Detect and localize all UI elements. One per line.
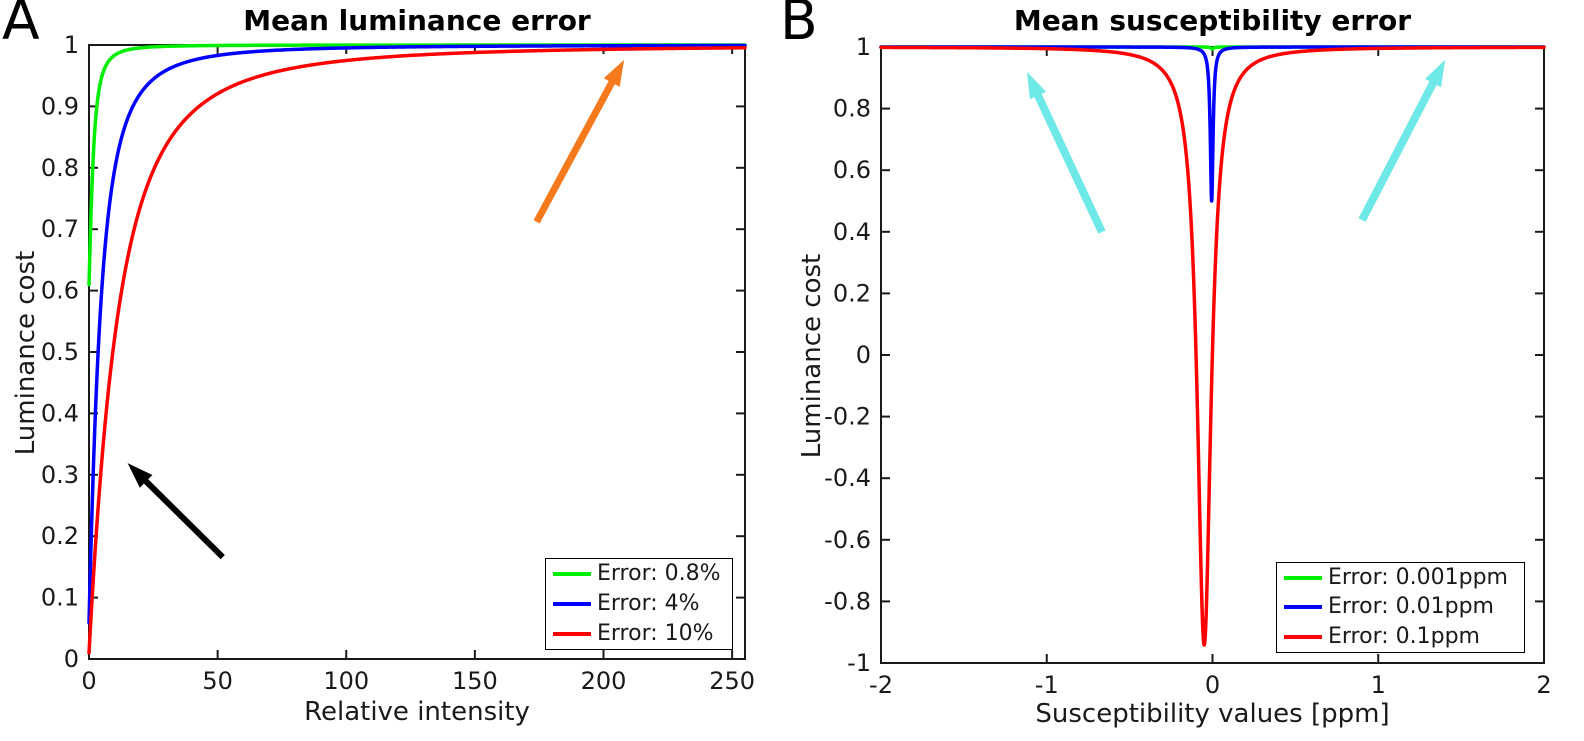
panel-a-x-tick-label: 100 bbox=[323, 667, 369, 695]
panel-b-y-tick-label: 0.6 bbox=[833, 156, 871, 184]
panel-b-y-tick-label: -0.2 bbox=[824, 403, 871, 431]
panel-b-arrow-1-head bbox=[1425, 59, 1445, 88]
legend-line-sample bbox=[1284, 605, 1322, 610]
panel-a-arrow-0-head bbox=[603, 59, 625, 87]
legend-line-sample bbox=[1284, 575, 1322, 580]
panel-b-y-tick-label: 0 bbox=[856, 341, 871, 369]
legend-line-sample bbox=[1284, 635, 1322, 640]
panel-a-y-tick-label: 0.9 bbox=[41, 92, 79, 120]
panel-b-y-tick-label: -1 bbox=[847, 649, 871, 677]
panel-a-legend-item-0: Error: 0.8% bbox=[546, 560, 732, 586]
panel-b-legend-item-1: Error: 0.01ppm bbox=[1277, 595, 1524, 619]
panel-a-series-0-line bbox=[87, 43, 747, 287]
panel-b-y-tick-label: 0.8 bbox=[833, 95, 871, 123]
panel-a-title: Mean luminance error bbox=[243, 4, 591, 37]
panel-b-series-2-line bbox=[879, 45, 1546, 647]
panel-a-letter: A bbox=[2, 0, 40, 52]
panel-a-legend-item-2: Error: 10% bbox=[546, 620, 732, 646]
panel-a-x-tick-label: 50 bbox=[202, 667, 233, 695]
panel-b-x-tick-label: -2 bbox=[869, 671, 893, 699]
legend-item-label: Error: 0.01ppm bbox=[1328, 594, 1494, 620]
panel-a-arrow-1-shaft bbox=[135, 471, 225, 560]
panel-b-title: Mean susceptibility error bbox=[1013, 4, 1412, 37]
panel-a-y-tick-label: 1 bbox=[64, 31, 79, 59]
panel-a-x-tick-label: 0 bbox=[81, 667, 96, 695]
panel-a-arrow-0-shaft bbox=[533, 70, 621, 224]
panel-a-xlabel: Relative intensity bbox=[304, 697, 530, 727]
panel-a-x-tick-label: 200 bbox=[581, 667, 627, 695]
panel-a-y-tick-label: 0.3 bbox=[41, 461, 79, 489]
panel-b-y-tick-label: 1 bbox=[856, 33, 871, 61]
panel-a-series-2-line bbox=[87, 46, 747, 655]
panel-b-y-tick-label: -0.8 bbox=[824, 587, 871, 615]
panel-b-series-1-line bbox=[879, 45, 1546, 203]
panel-b-y-tick-label: -0.6 bbox=[824, 526, 871, 554]
legend-line-sample bbox=[553, 572, 591, 576]
panel-b-y-tick-label: -0.4 bbox=[824, 464, 871, 492]
legend-item-label: Error: 4% bbox=[597, 590, 700, 616]
legend-line-sample bbox=[553, 632, 591, 636]
legend-line-sample bbox=[553, 602, 591, 606]
panel-a-y-tick-label: 0.4 bbox=[41, 399, 79, 427]
panel-b-legend-item-0: Error: 0.001ppm bbox=[1277, 564, 1524, 590]
panel-a-legend-item-1: Error: 4% bbox=[546, 590, 732, 616]
panel-b-y-tick-label: 0.4 bbox=[833, 218, 871, 246]
panel-b-xlabel: Susceptibility values [ppm] bbox=[1035, 699, 1390, 729]
panel-b-legend-item-2: Error: 0.1ppm bbox=[1277, 624, 1524, 650]
legend-item-label: Error: 0.1ppm bbox=[1328, 624, 1480, 650]
panel-a-legend: Error: 0.8% Error: 4% Error: 10% bbox=[545, 558, 733, 650]
panel-b-legend: Error: 0.001ppm Error: 0.01ppm Error: 0.1p… bbox=[1276, 562, 1525, 653]
legend-item-label: Error: 0.001ppm bbox=[1328, 564, 1508, 590]
panel-b-x-tick-label: 0 bbox=[1205, 671, 1220, 699]
panel-a-y-tick-label: 0.8 bbox=[41, 154, 79, 182]
panel-a-y-tick-label: 0.6 bbox=[41, 277, 79, 305]
panel-a-y-tick-label: 0.2 bbox=[41, 522, 79, 550]
panel-a-x-tick-label: 250 bbox=[709, 667, 755, 695]
panel-a-y-tick-label: 0.1 bbox=[41, 584, 79, 612]
panel-b-x-tick-label: -1 bbox=[1035, 671, 1059, 699]
legend-item-label: Error: 0.8% bbox=[597, 560, 721, 586]
panel-b-arrow-1-shaft bbox=[1358, 70, 1443, 222]
legend-item-label: Error: 10% bbox=[597, 620, 714, 646]
panel-a-y-tick-label: 0.5 bbox=[41, 338, 79, 366]
panel-b-y-tick-label: 0.2 bbox=[833, 279, 871, 307]
panel-a-y-tick-label: 0 bbox=[64, 645, 79, 673]
panel-b-x-tick-label: 1 bbox=[1371, 671, 1386, 699]
panel-a-series-1-line bbox=[87, 43, 747, 625]
panel-b-arrow-0-head bbox=[1027, 71, 1047, 100]
panel-b-x-tick-label: 2 bbox=[1536, 671, 1551, 699]
panel-a-arrow-1-head bbox=[127, 463, 153, 488]
panel-b-arrow-0-shaft bbox=[1029, 83, 1106, 234]
panel-a-y-tick-label: 0.7 bbox=[41, 215, 79, 243]
panel-b-letter: B bbox=[780, 0, 818, 52]
panel-a-x-tick-label: 150 bbox=[452, 667, 498, 695]
